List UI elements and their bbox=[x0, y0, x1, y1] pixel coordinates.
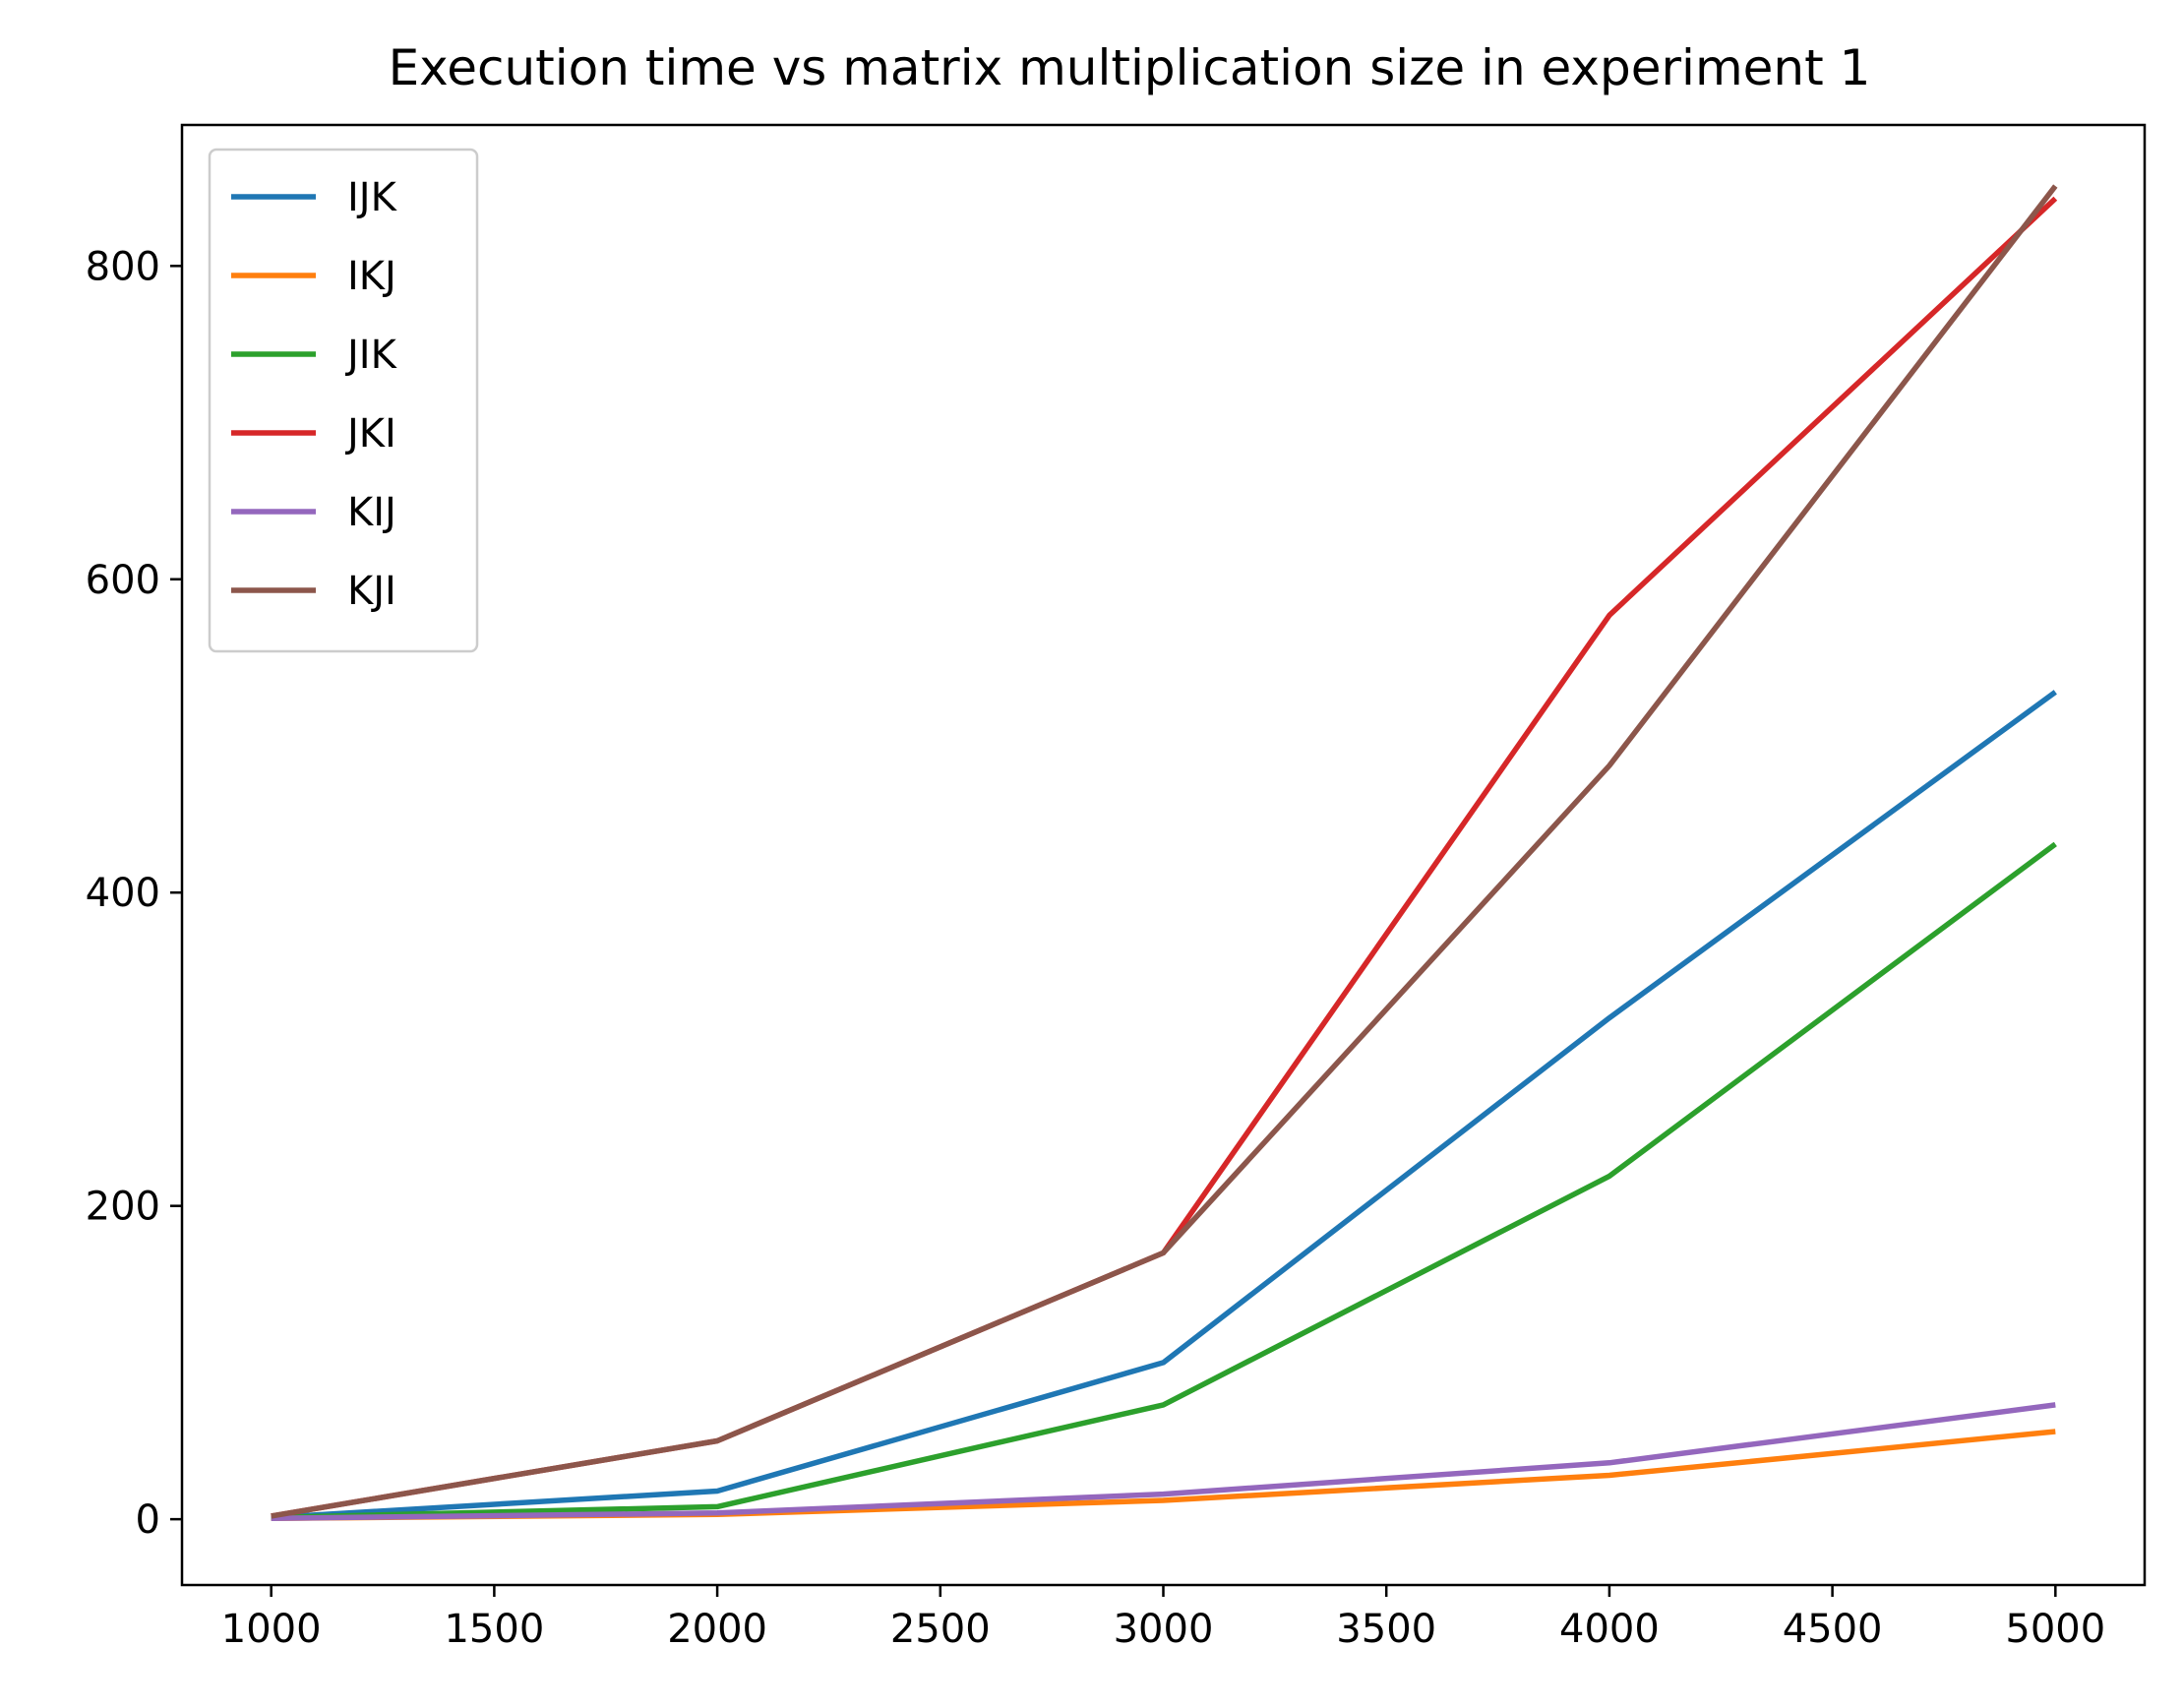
x-tick-label: 1500 bbox=[444, 1607, 544, 1652]
y-tick-label: 600 bbox=[86, 558, 160, 603]
series-line-ikj bbox=[271, 1429, 2056, 1522]
legend-label-ikj: IKJ bbox=[347, 254, 396, 299]
legend-label-kij: KIJ bbox=[347, 490, 396, 535]
x-tick-label: 4500 bbox=[1783, 1607, 1883, 1652]
legend-label-jik: JIK bbox=[344, 333, 398, 378]
series-line-jik bbox=[271, 841, 2057, 1521]
y-tick-label: 0 bbox=[136, 1497, 160, 1543]
series-layer bbox=[271, 184, 2058, 1522]
series-line-kji bbox=[271, 184, 2058, 1519]
x-tick-label: 2000 bbox=[667, 1607, 767, 1652]
series-line-jki bbox=[271, 196, 2058, 1519]
x-tick-label: 3000 bbox=[1114, 1607, 1214, 1652]
y-tick-label: 200 bbox=[86, 1185, 160, 1230]
legend-label-kji: KJI bbox=[347, 569, 396, 614]
x-tick-label: 2500 bbox=[890, 1607, 991, 1652]
legend-box bbox=[208, 148, 479, 653]
x-tick-label: 1000 bbox=[221, 1607, 322, 1652]
y-axis: 0 200 400 600 800 bbox=[86, 244, 182, 1543]
series-line-ijk bbox=[271, 690, 2057, 1521]
legend-label-ijk: IJK bbox=[347, 175, 398, 220]
y-tick-label: 800 bbox=[86, 244, 160, 289]
x-tick-label: 5000 bbox=[2005, 1607, 2105, 1652]
chart-title: Execution time vs matrix multiplication … bbox=[389, 39, 1871, 96]
x-tick-label: 3500 bbox=[1336, 1607, 1436, 1652]
x-axis: 1000 1500 2000 2500 3000 3500 4000 4500 5000 bbox=[221, 1585, 2105, 1652]
series-line-kij bbox=[271, 1402, 2056, 1522]
legend-label-jki: JKI bbox=[344, 411, 396, 457]
legend: IJK IKJ JIK JKI KIJ KJI bbox=[208, 148, 479, 653]
x-tick-label: 4000 bbox=[1559, 1607, 1660, 1652]
y-tick-label: 400 bbox=[86, 871, 160, 916]
